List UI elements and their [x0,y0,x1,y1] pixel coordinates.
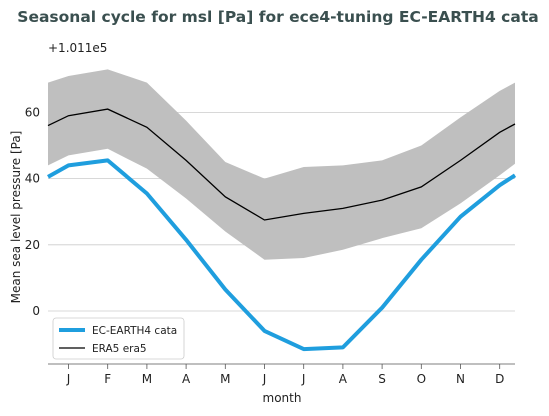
x-tick-label: M [142,372,152,386]
legend-label-era5: ERA5 era5 [92,343,147,355]
x-tick-label: D [495,372,504,386]
x-tick-label: J [262,372,267,386]
era5-range-band [48,69,515,260]
y-axis-label: Mean sea level pressure [Pa] [9,131,23,304]
y-tick-label: 60 [25,105,40,119]
legend: EC-EARTH4 cata ERA5 era5 [52,317,185,360]
x-tick-label: O [417,372,426,386]
y-tick-label: 20 [25,238,40,252]
x-tick-label: M [220,372,230,386]
y-tick-label: 40 [25,172,40,186]
x-tick-label: A [339,372,348,386]
x-tick-label: A [182,372,191,386]
legend-box [52,317,185,360]
legend-label-ec-earth4: EC-EARTH4 cata [92,325,177,337]
x-tick-label: J [301,372,306,386]
x-tick-label: S [378,372,386,386]
y-ticks: 0 20 40 60 [25,105,40,318]
era5-line [47,108,516,221]
x-tick-label: N [456,372,465,386]
x-axis-label: month [263,391,302,405]
ec-earth4-line [47,158,517,352]
y-tick-label: 0 [32,304,40,318]
y-offset-label: +1.011e5 [48,41,107,55]
x-tick-label: J [66,372,71,386]
chart-title: Seasonal cycle for msl [Pa] for ece4-tun… [17,8,538,26]
x-tick-label: F [104,372,111,386]
